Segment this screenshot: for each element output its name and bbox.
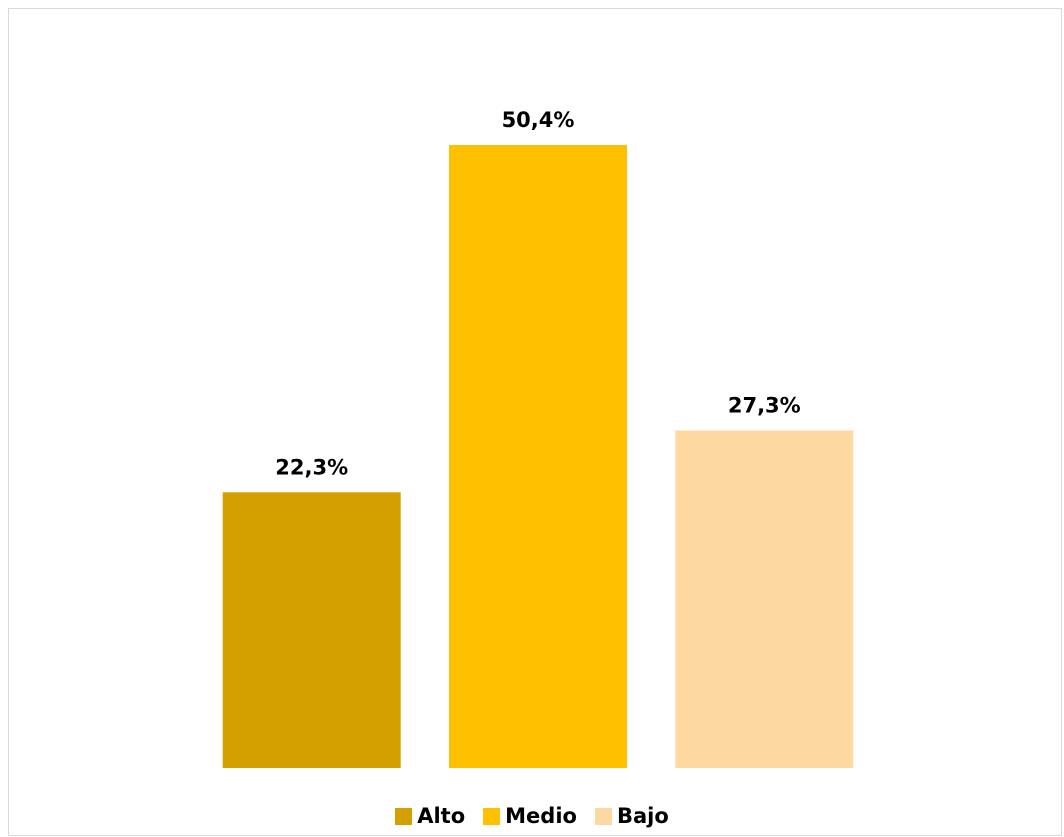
data-label-bajo: 27,3%	[728, 394, 801, 418]
legend-label-alto: Alto	[417, 804, 466, 828]
legend-item-medio: Medio	[483, 804, 577, 828]
data-label-medio: 50,4%	[502, 108, 575, 132]
data-label-alto: 22,3%	[275, 455, 348, 479]
legend-swatch-alto	[395, 807, 413, 825]
legend-swatch-bajo	[594, 807, 612, 825]
bar-alto	[222, 492, 401, 768]
chart-legend: Alto Medio Bajo	[0, 804, 1064, 828]
legend-label-bajo: Bajo	[616, 804, 669, 828]
bar-medio	[449, 145, 627, 768]
legend-label-medio: Medio	[505, 804, 577, 828]
legend-item-alto: Alto	[395, 804, 465, 828]
legend-swatch-medio	[483, 807, 501, 825]
bar-bajo	[675, 430, 854, 768]
legend-item-bajo: Bajo	[594, 804, 669, 828]
